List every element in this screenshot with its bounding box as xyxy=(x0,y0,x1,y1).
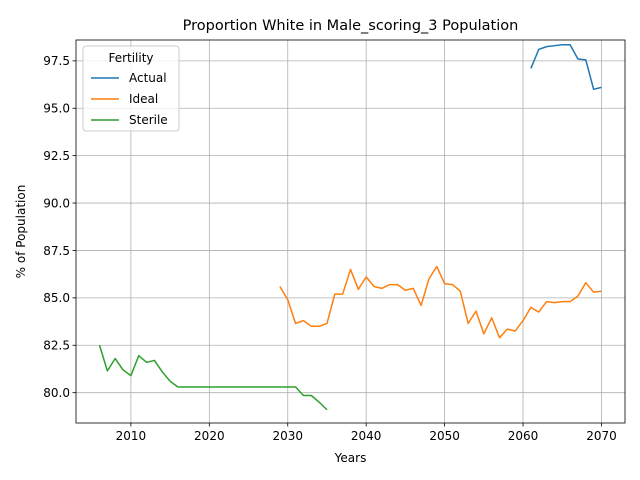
series-line-sterile xyxy=(98,345,328,411)
legend-label-ideal: Ideal xyxy=(129,92,158,106)
legend-title: Fertility xyxy=(108,51,153,65)
axis-ticks: 2010 2020 2030 2040 2050 2060 2070 80.0 82.5 85.0… xyxy=(43,54,616,443)
x-tick-label: 2060 xyxy=(508,429,539,443)
y-tick-label: 85.0 xyxy=(43,291,70,305)
legend-label-actual: Actual xyxy=(129,71,167,85)
y-tick-label: 95.0 xyxy=(43,102,70,116)
x-tick-label: 2020 xyxy=(194,429,225,443)
series-line-actual xyxy=(530,43,602,91)
y-tick-label: 90.0 xyxy=(43,196,70,210)
chart-title: Proportion White in Male_scoring_3 Popul… xyxy=(183,18,519,34)
x-tick-label: 2010 xyxy=(116,429,147,443)
y-tick-label: 87.5 xyxy=(43,244,70,258)
x-tick-label: 2030 xyxy=(272,429,303,443)
x-tick-label: 2050 xyxy=(429,429,460,443)
y-tick-label: 82.5 xyxy=(43,339,70,353)
y-tick-label: 92.5 xyxy=(43,149,70,163)
plot-frame xyxy=(75,39,626,424)
legend-items: Actual Ideal Sterile xyxy=(91,71,168,127)
x-tick-label: 2040 xyxy=(351,429,382,443)
x-tick-label: 2070 xyxy=(586,429,617,443)
grid xyxy=(76,40,625,423)
legend: Fertility Actual Ideal Sterile xyxy=(82,45,180,132)
y-tick-label: 80.0 xyxy=(43,386,70,400)
y-tick-label: 97.5 xyxy=(43,54,70,68)
legend-box xyxy=(82,45,180,132)
series-line-ideal xyxy=(279,265,602,339)
series-lines xyxy=(98,43,602,411)
x-axis-label: Years xyxy=(334,451,367,465)
y-axis-label: % of Population xyxy=(14,185,28,279)
legend-label-sterile: Sterile xyxy=(129,113,168,127)
